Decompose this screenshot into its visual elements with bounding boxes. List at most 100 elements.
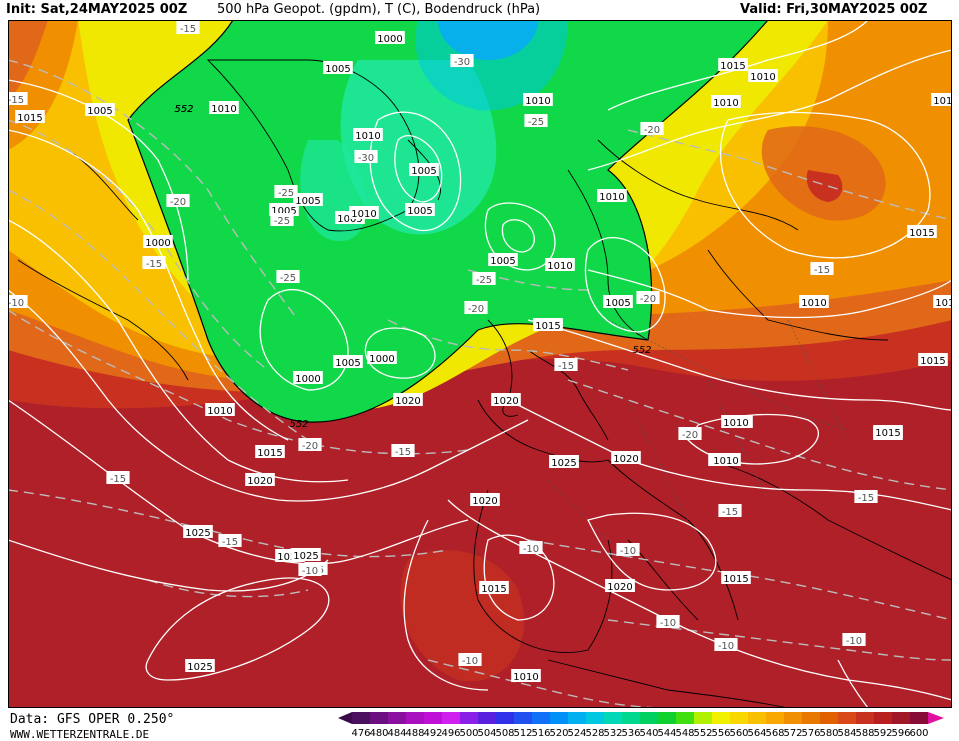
- scale-label: 588: [855, 728, 874, 739]
- isobar-label-box: [488, 253, 518, 266]
- isobar-label: 1020: [607, 582, 632, 593]
- isotherm-label-box: [218, 534, 242, 547]
- isobar-label-box: [205, 403, 235, 416]
- isobar-label-box: [533, 318, 563, 331]
- isotherm-label: -10: [523, 544, 539, 555]
- isotherm-label-box: [458, 653, 482, 666]
- isotherm-label: -10: [846, 636, 862, 647]
- scale-label: 596: [891, 728, 910, 739]
- isotherm-label: -30: [358, 153, 374, 164]
- scale-label: 516: [531, 728, 550, 739]
- scale-cell: [604, 712, 622, 724]
- isobar-label-box: [291, 548, 321, 561]
- isotherm-label-box: [519, 541, 543, 554]
- isobar-label-box: [511, 669, 541, 682]
- isobar-label-box: [375, 31, 405, 44]
- cyan-core: [340, 60, 497, 235]
- scale-label: 484: [387, 728, 406, 739]
- isotherm-label-box: [354, 150, 378, 163]
- color-scale: 4764804844884924965005045085125165205245…: [338, 712, 944, 739]
- isobar-label-box: [721, 571, 751, 584]
- isotherm-label-box: [640, 122, 664, 135]
- scale-cell: [676, 712, 694, 724]
- scale-cell: [532, 712, 550, 724]
- scale-lower-arrow: [338, 712, 352, 724]
- isotherm-label: -15: [180, 24, 196, 35]
- isobar-label-box: [873, 425, 903, 438]
- weather-map: 1000100510101015102010251000100510051005…: [8, 20, 952, 708]
- isobar-label: 1005: [295, 196, 320, 207]
- isobar-label: 1000: [377, 34, 402, 45]
- isotherm-label: -25: [274, 216, 290, 227]
- isobar-label: 1010: [207, 406, 232, 417]
- isotherm-label-box: [842, 633, 866, 646]
- isobar-label-box: [799, 295, 829, 308]
- scale-cell: [910, 712, 928, 724]
- isotherm-label: -20: [302, 441, 318, 452]
- isotherm-label-box: [718, 504, 742, 517]
- isobar-label-box: [721, 415, 751, 428]
- scale-label: 600: [909, 728, 928, 739]
- isotherm-label-box: [298, 438, 322, 451]
- isobar-label-box: [143, 235, 173, 248]
- isobar-label-box: [603, 295, 633, 308]
- isobar-label-box: [748, 69, 778, 82]
- isotherm-label: -15: [722, 507, 738, 518]
- isotherm-label-box: [810, 262, 834, 275]
- isobar-label-box: [353, 128, 383, 141]
- scale-label: 492: [423, 728, 442, 739]
- isobar-label: 1020: [247, 476, 272, 487]
- isotherm-label-box: [636, 291, 660, 304]
- east-high-center: [806, 170, 843, 202]
- isobar-label-box: [85, 103, 115, 116]
- scale-label: 552: [693, 728, 712, 739]
- isobar-label: 1025: [293, 551, 318, 562]
- isotherm-label-box: [166, 194, 190, 207]
- scale-label: 480: [369, 728, 388, 739]
- scale-cell: [586, 712, 604, 724]
- scale-cell: [694, 712, 712, 724]
- isotherm-label-box: [554, 358, 578, 371]
- isobar-label: 1000: [369, 354, 394, 365]
- borders: [547, 319, 849, 541]
- isotherm-label: -10: [462, 656, 478, 667]
- scale-label: 500: [459, 728, 478, 739]
- isobar-label: 1005: [407, 206, 432, 217]
- isotherm-label-box: [854, 490, 878, 503]
- scale-label: 520: [549, 728, 568, 739]
- isotherm-label: -25: [476, 275, 492, 286]
- scale-label: 556: [711, 728, 730, 739]
- scale-cell: [658, 712, 676, 724]
- isobar-label-box: [597, 189, 627, 202]
- isotherm-label: -10: [302, 566, 318, 577]
- isobar-label: 1015: [481, 584, 506, 595]
- isobar-label: 1020: [493, 396, 518, 407]
- chart-footer: Data: GFS OPER 0.250° WWW.WETTERZENTRALE…: [0, 708, 959, 741]
- isobar-label-box: [611, 451, 641, 464]
- isotherm-label-box: [450, 54, 474, 67]
- isotherm-label-box: [656, 615, 680, 628]
- isotherm-label: -20: [644, 125, 660, 136]
- isotherm-label-box: [274, 185, 298, 198]
- isobar-label: 1010: [211, 104, 236, 115]
- scale-cell: [730, 712, 748, 724]
- scale-cell: [424, 712, 442, 724]
- isobar-label-box: [918, 353, 948, 366]
- chart-title: 500 hPa Geopot. (gpdm), T (C), Bodendruc…: [217, 2, 541, 17]
- isobar-label-box: [523, 93, 553, 106]
- scale-cell: [802, 712, 820, 724]
- isobar-label: 1015: [909, 228, 934, 239]
- isobar-label: 1020: [395, 396, 420, 407]
- isobar-label-box: [718, 58, 748, 71]
- scale-label: 584: [837, 728, 856, 739]
- isobar-label: 1015: [257, 448, 282, 459]
- isotherm-label-box: [616, 543, 640, 556]
- scale-cell: [856, 712, 874, 724]
- isobar-label: 1020: [613, 454, 638, 465]
- isotherm-label: -15: [558, 361, 574, 372]
- scale-label: 580: [819, 728, 838, 739]
- isotherm-label: -20: [170, 197, 186, 208]
- isotherm-label: -15: [222, 537, 238, 548]
- scale-cell: [514, 712, 532, 724]
- isotherm-label-box: [298, 563, 322, 576]
